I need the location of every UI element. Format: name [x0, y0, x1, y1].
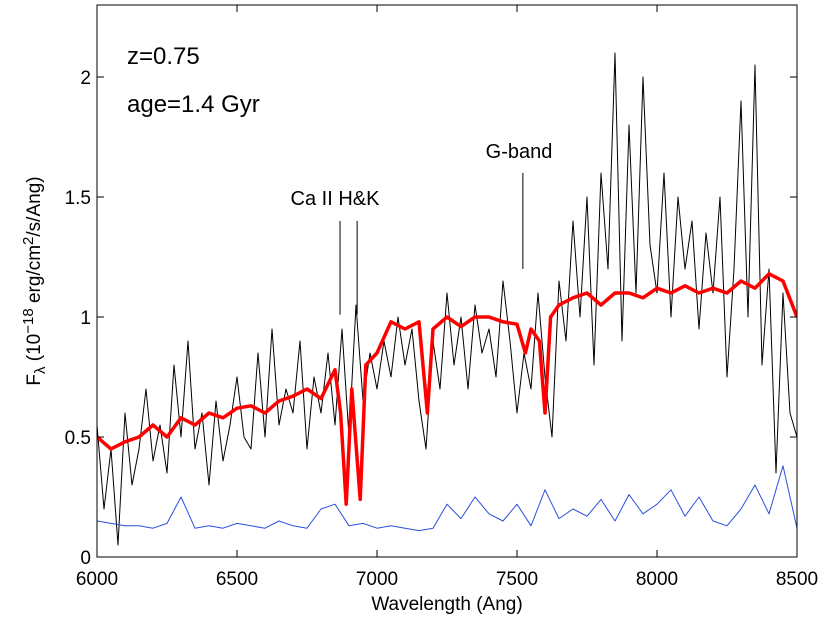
x-tick-label: 7500: [496, 569, 538, 590]
x-tick-label: 6500: [216, 569, 258, 590]
y-tick-label: 2: [80, 68, 91, 89]
y-tick-label: 0.5: [65, 428, 91, 449]
spectrum-line: [97, 272, 797, 506]
y-axis-label-part: λ: [32, 366, 49, 374]
spectrum-line: [97, 52, 797, 546]
x-tick-label: 8000: [636, 569, 678, 590]
annotation: age=1.4 Gyr: [127, 91, 260, 118]
y-tick-label: 0: [80, 548, 91, 569]
annotation: z=0.75: [127, 43, 200, 70]
y-axis-label-part: F: [24, 374, 45, 386]
y-axis-label-part: erg/cm: [24, 245, 45, 308]
annotation: G-band: [486, 141, 553, 163]
y-axis-label-part: /s/Ang): [24, 176, 45, 236]
y-axis-label-part: (10: [24, 334, 45, 367]
plot-frame: [96, 4, 798, 558]
x-axis-label: Wavelength (Ang): [371, 594, 522, 615]
y-tick-label: 1: [80, 308, 91, 329]
y-axis-label-part: 2: [20, 237, 37, 245]
annotation: Ca II H&K: [291, 188, 381, 210]
y-axis-label: Fλ (10−18 erg/cm2/s/Ang): [20, 176, 49, 385]
y-tick-label: 1.5: [65, 188, 91, 209]
spectrum-line: [97, 465, 797, 532]
x-tick-label: 6000: [76, 569, 118, 590]
x-tick-label: 7000: [356, 569, 398, 590]
x-tick-label: 8500: [776, 569, 818, 590]
y-axis-label-part: −18: [20, 308, 37, 333]
